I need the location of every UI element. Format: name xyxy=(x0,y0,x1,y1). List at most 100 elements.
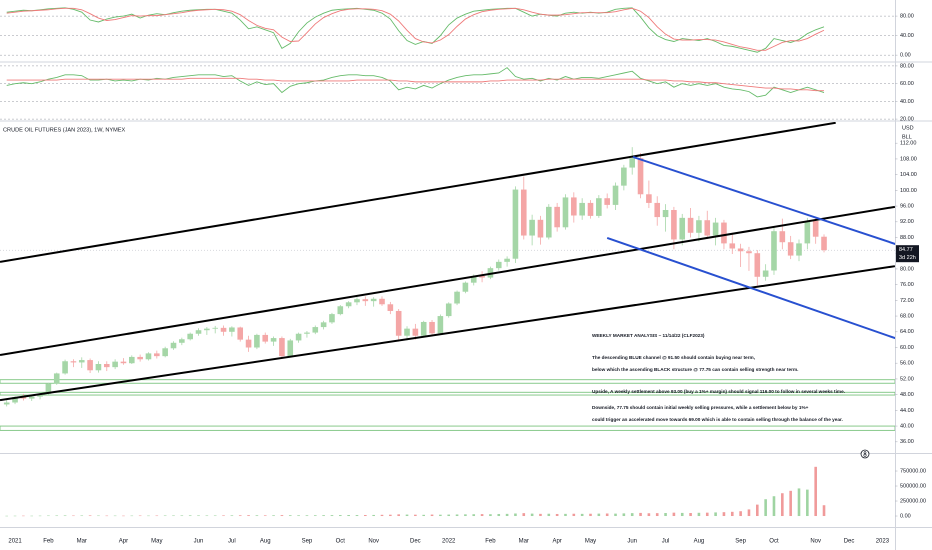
alert-icon[interactable] xyxy=(860,449,870,459)
y-tick-label: 88.00 xyxy=(900,235,914,241)
candle-body xyxy=(254,334,260,348)
candle-body xyxy=(604,198,610,205)
y-tick-label: 500000.00 xyxy=(900,483,926,489)
x-tick-label: Apr xyxy=(552,539,561,545)
candle-body xyxy=(746,251,752,254)
y-tick-label: 108.00 xyxy=(900,156,917,162)
volume-bar xyxy=(756,504,759,517)
volume-bar xyxy=(680,512,684,517)
y-tick-label: 40.00 xyxy=(900,33,914,39)
volume-bar xyxy=(555,513,559,517)
candle-body xyxy=(479,276,485,278)
candle-body xyxy=(179,339,185,343)
y-tick-label: 80.00 xyxy=(900,63,914,69)
candle-body xyxy=(53,373,60,384)
volume-bar xyxy=(322,515,325,517)
candle-body xyxy=(204,328,210,331)
candle-body xyxy=(771,231,777,271)
volume-bar xyxy=(464,514,467,517)
volume-bar xyxy=(672,512,676,517)
candle-body xyxy=(345,302,352,307)
candle-body xyxy=(78,360,85,363)
volume-bar xyxy=(730,511,734,517)
panel xyxy=(0,122,895,431)
candle-body xyxy=(162,348,168,357)
candle-body xyxy=(495,261,502,269)
x-tick-label: Mar xyxy=(519,539,529,545)
candle-body xyxy=(704,220,711,236)
candle-body xyxy=(679,217,686,240)
volume-bar xyxy=(63,515,67,517)
candle-body xyxy=(304,332,310,334)
volume-bar xyxy=(163,515,167,517)
candle-body xyxy=(245,339,252,348)
volume-bar xyxy=(47,515,50,517)
y-tick-label: 0.00 xyxy=(900,513,911,519)
candle-body xyxy=(379,298,385,305)
volume-bar xyxy=(822,505,826,517)
panel xyxy=(5,466,826,517)
candle-body xyxy=(62,361,68,374)
y-tick-label: 92.00 xyxy=(900,219,914,225)
y-tick-label: 48.00 xyxy=(900,392,914,398)
y-tick-label: 60.00 xyxy=(900,81,914,87)
volume-bar xyxy=(647,513,651,517)
volume-bar xyxy=(105,515,109,517)
x-tick-label: Oct xyxy=(769,539,779,545)
volume-bar xyxy=(489,514,492,517)
candle-body xyxy=(637,158,644,195)
volume-bar xyxy=(222,515,225,517)
candle-body xyxy=(12,397,18,403)
unit-label: BLL xyxy=(902,134,912,140)
volume-bar xyxy=(655,513,659,517)
volume-bar xyxy=(38,515,42,517)
candle-body xyxy=(529,219,535,236)
y-tick-label: 36.00 xyxy=(900,439,914,445)
x-tick-label: Mar xyxy=(77,539,87,545)
candle-body xyxy=(629,158,635,168)
candle-body xyxy=(412,328,419,336)
countdown-label: 3d 22h xyxy=(899,255,916,261)
y-tick-label: 250000.00 xyxy=(900,498,926,504)
volume-bar xyxy=(55,515,59,517)
volume-bar xyxy=(597,513,601,517)
volume-bar xyxy=(5,515,8,517)
volume-bar xyxy=(714,512,717,517)
candle-body xyxy=(737,248,744,252)
candle-body xyxy=(796,243,802,256)
candle-body xyxy=(520,189,527,236)
candle-body xyxy=(145,353,152,360)
volume-bar xyxy=(605,513,609,517)
level-band xyxy=(0,379,895,384)
volume-bar xyxy=(781,493,784,517)
candle-body xyxy=(470,276,477,283)
volume-bar xyxy=(505,513,509,517)
candle-body xyxy=(821,236,827,251)
candle-body xyxy=(320,322,327,328)
candle-body xyxy=(562,197,569,228)
volume-bar xyxy=(280,515,284,517)
x-tick-label: Dec xyxy=(844,539,855,545)
volume-bar xyxy=(472,514,476,517)
indicator-line xyxy=(6,7,825,51)
candle-body xyxy=(420,321,427,336)
candle-body xyxy=(537,219,544,238)
y-tick-label: 96.00 xyxy=(900,204,914,210)
volume-bar xyxy=(330,515,334,517)
x-tick-label: 2022 xyxy=(442,539,456,545)
volume-bar xyxy=(630,513,634,517)
volume-bar xyxy=(439,514,442,517)
volume-bar xyxy=(213,515,217,517)
volume-bar xyxy=(297,515,300,517)
volume-bar xyxy=(288,515,292,517)
y-tick-label: 20.00 xyxy=(900,117,914,123)
candle-body xyxy=(387,304,394,311)
volume-bar xyxy=(455,514,459,517)
volume-bar xyxy=(514,513,517,517)
y-tick-label: 68.00 xyxy=(900,314,914,320)
candle-body xyxy=(120,361,127,364)
y-tick-label: 40.00 xyxy=(900,99,914,105)
candle-body xyxy=(721,222,727,244)
volume-bar xyxy=(614,513,617,517)
